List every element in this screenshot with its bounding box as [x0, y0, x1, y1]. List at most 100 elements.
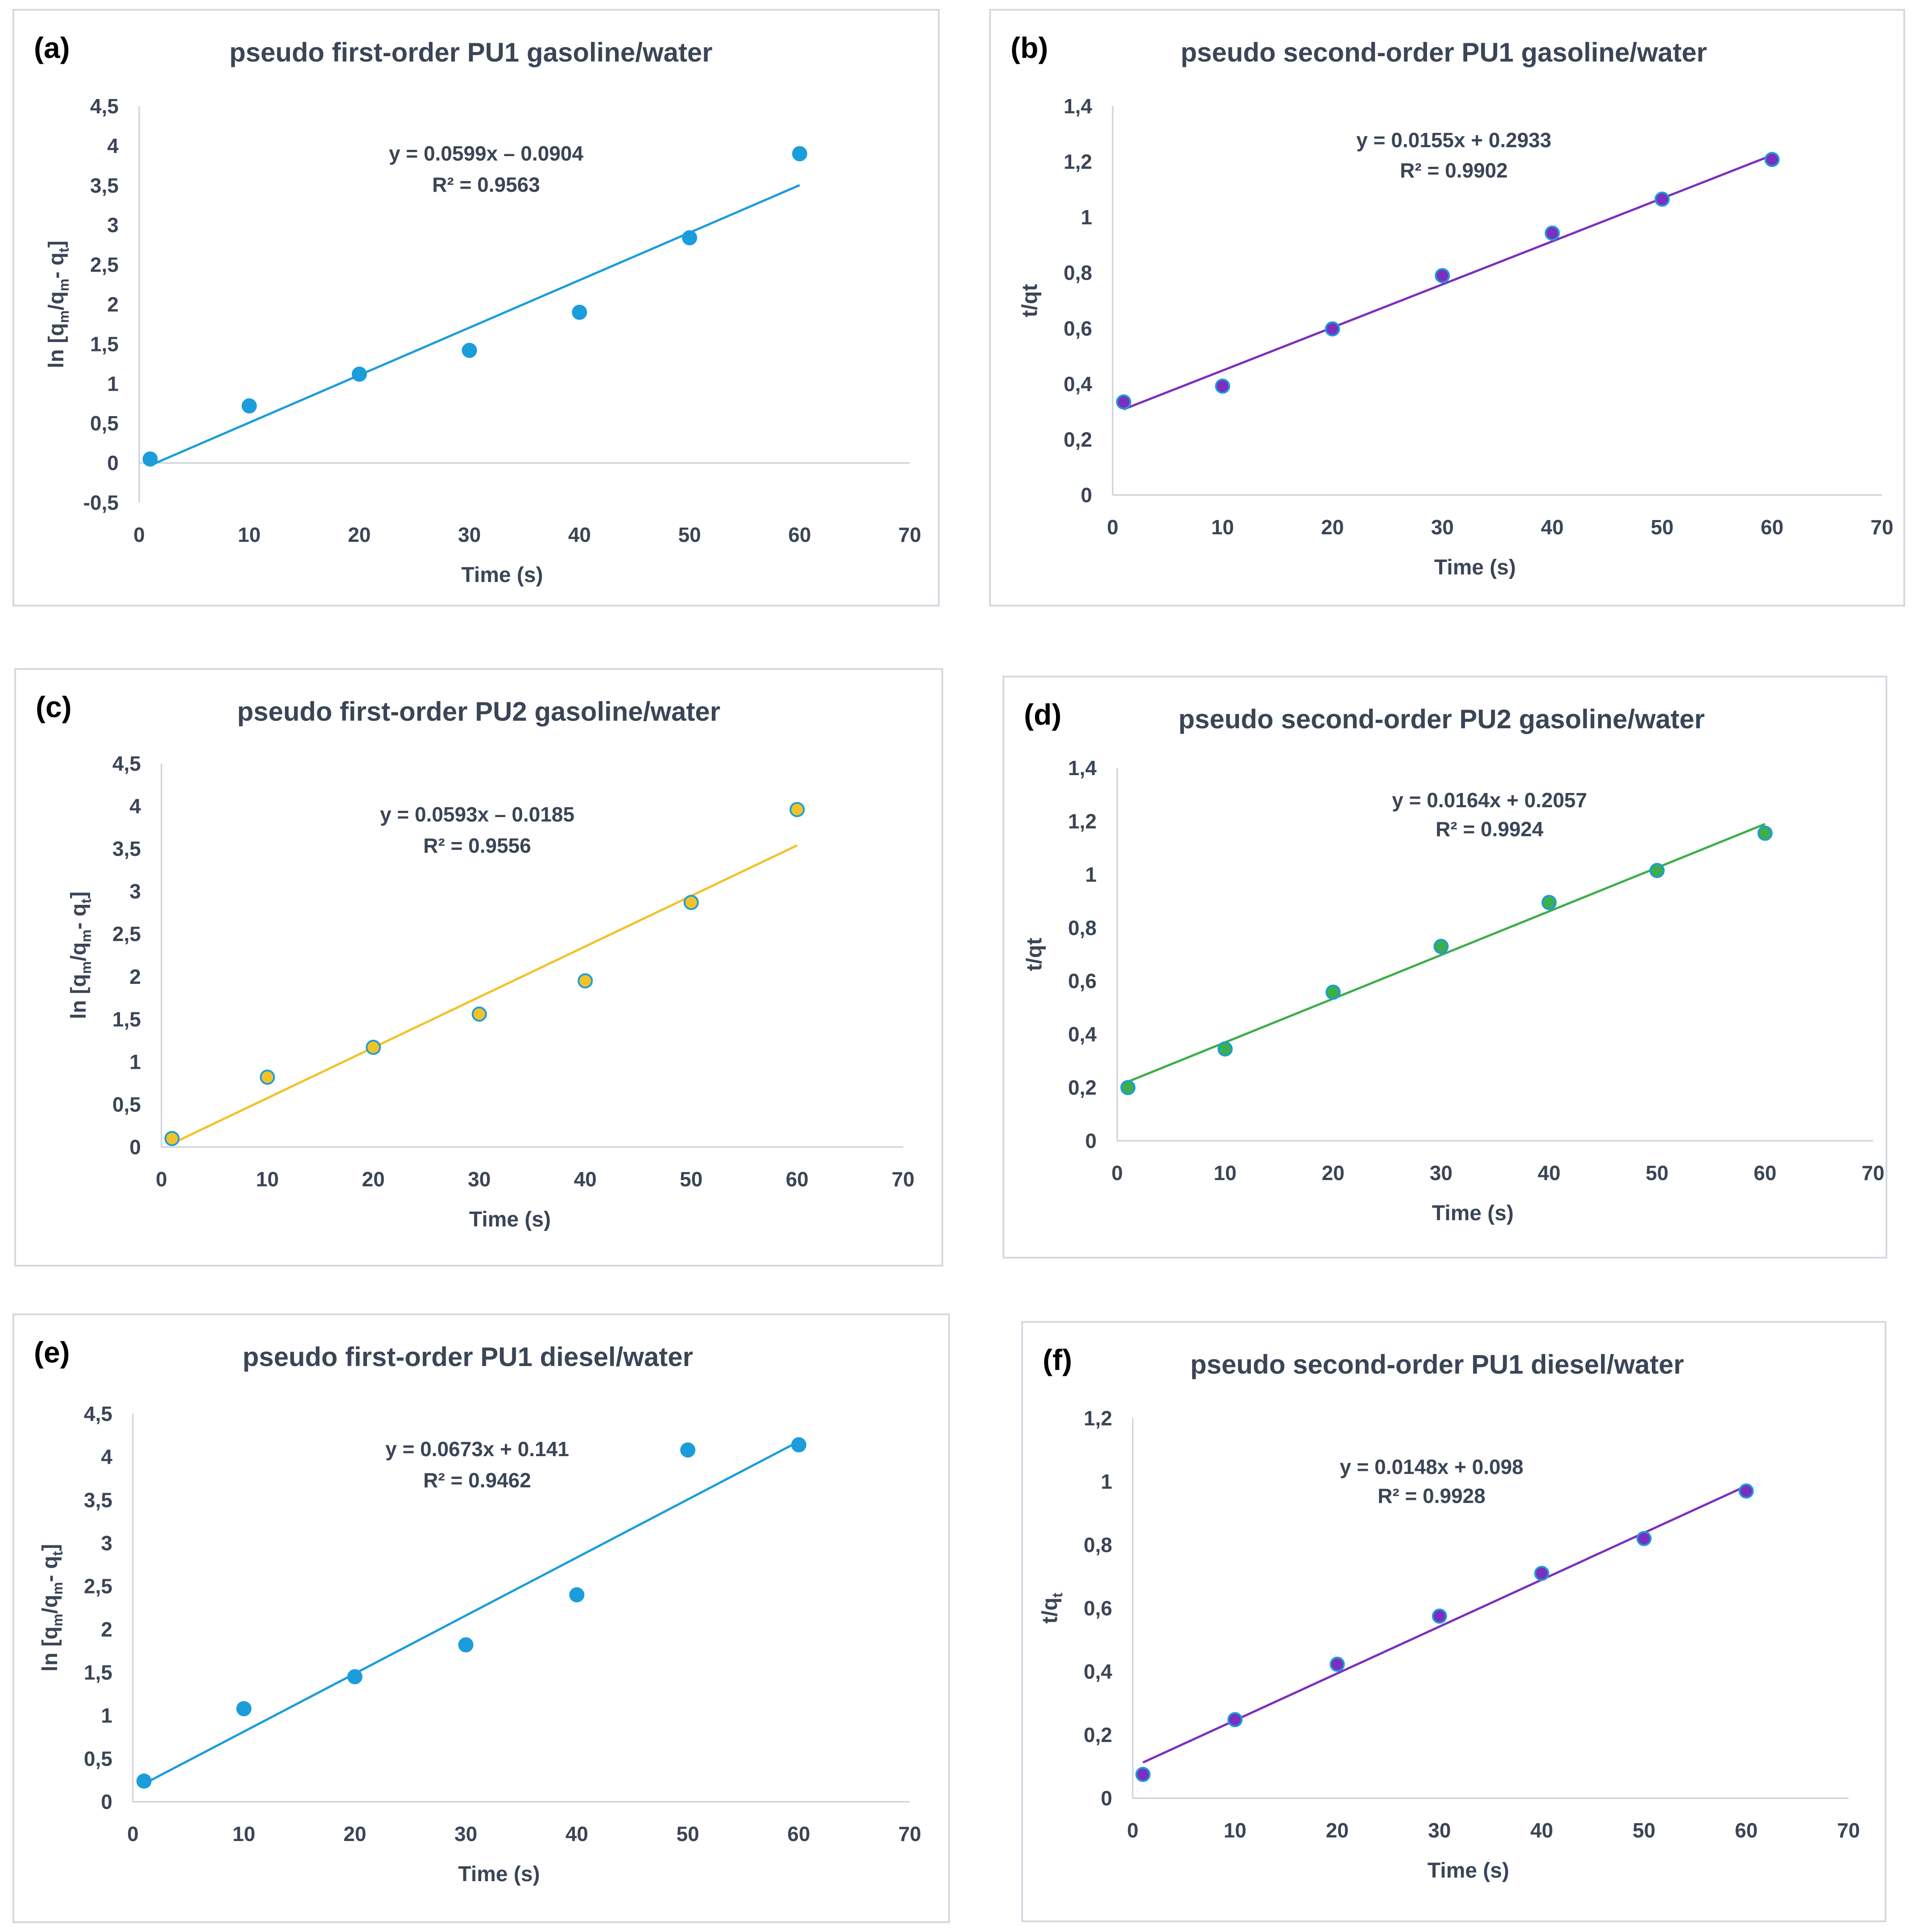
x-tick-label: 10	[1211, 516, 1234, 539]
y-tick-label: 4	[101, 1445, 112, 1469]
y-tick-label: 0	[107, 451, 119, 475]
y-tick-label: 1,2	[1068, 809, 1097, 833]
y-axis-label: t/qt	[1018, 284, 1042, 318]
chart-panel-a: (a) pseudo first-order PU1 gasoline/water…	[12, 9, 940, 607]
x-tick-label: 60	[788, 523, 811, 546]
panel-frame	[12, 9, 940, 607]
panel-frame	[1021, 1321, 1886, 1922]
y-axis-label: t/qt	[1023, 938, 1046, 971]
trendline-equation: y = 0.0148x + 0.098	[1340, 1455, 1523, 1478]
y-tick-label: 1,5	[112, 1007, 141, 1031]
x-tick-label: 20	[1326, 1819, 1349, 1842]
x-tick-label: 10	[232, 1822, 255, 1845]
x-tick-label: 30	[1431, 516, 1454, 539]
x-tick-label: 20	[1321, 516, 1344, 539]
x-tick-label: 70	[1870, 516, 1893, 539]
r-squared-label: R² = 0.9462	[423, 1469, 531, 1492]
y-tick-label: 1,2	[1084, 1407, 1112, 1430]
y-tick-label: 3	[129, 880, 141, 903]
x-axis-label: Time (s)	[458, 1862, 540, 1886]
panel-label: (c)	[36, 690, 72, 723]
chart-title: pseudo first-order PU1 diesel/water	[243, 1342, 693, 1372]
data-point	[1636, 1531, 1652, 1546]
x-tick-label: 70	[891, 1168, 914, 1191]
data-point	[236, 1701, 252, 1717]
data-point	[1325, 984, 1341, 1000]
data-point	[792, 146, 808, 161]
y-tick-label: 0,8	[1064, 261, 1092, 285]
x-tick-label: 20	[1322, 1161, 1345, 1185]
data-point	[462, 343, 477, 358]
y-tick-label: 4,5	[112, 752, 141, 775]
r-squared-label: R² = 0.9928	[1378, 1484, 1485, 1507]
x-tick-label: 50	[678, 523, 701, 546]
x-tick-label: 60	[788, 1822, 810, 1845]
y-tick-label: 1	[1101, 1470, 1112, 1493]
x-axis-label: Time (s)	[469, 1208, 551, 1231]
y-axis-label: ln [qm/qm- qt]	[38, 1544, 66, 1672]
panel-label: (f)	[1043, 1343, 1072, 1376]
x-tick-label: 20	[348, 523, 371, 546]
data-point	[260, 1069, 275, 1085]
x-tick-label: 0	[1107, 516, 1118, 539]
data-point	[1435, 268, 1450, 283]
y-tick-label: 1	[107, 372, 119, 395]
data-point	[241, 398, 257, 414]
x-tick-label: 0	[127, 1822, 139, 1845]
r-squared-label: R² = 0.9924	[1436, 817, 1543, 841]
x-tick-label: 30	[468, 1168, 491, 1191]
y-tick-label: 2,5	[90, 253, 119, 277]
x-tick-label: 50	[1646, 1161, 1668, 1185]
y-tick-label: 1,2	[1064, 150, 1092, 173]
y-tick-label: 0,8	[1068, 916, 1097, 939]
data-point	[569, 1587, 585, 1602]
data-point	[1325, 321, 1340, 337]
panel-label: (e)	[34, 1336, 70, 1369]
data-point	[142, 451, 158, 467]
data-point	[1227, 1712, 1243, 1727]
chart-title: pseudo second-order PU1 diesel/water	[1190, 1350, 1684, 1379]
chart-title: pseudo second-order PU2 gasoline/water	[1178, 704, 1704, 734]
y-tick-label: 3,5	[112, 837, 141, 860]
trendline-equation: y = 0.0673x + 0.141	[385, 1437, 569, 1461]
data-point	[1217, 1041, 1233, 1057]
data-point	[1432, 1608, 1447, 1624]
x-axis-label: Time (s)	[1428, 1859, 1509, 1882]
x-tick-label: 50	[680, 1168, 702, 1191]
data-point	[347, 1669, 363, 1684]
y-tick-label: 0,2	[1084, 1723, 1112, 1746]
data-point	[683, 895, 699, 910]
trendline-equation: y = 0.0164x + 0.2057	[1392, 788, 1587, 812]
y-tick-label: 0	[129, 1135, 141, 1159]
chart-title: pseudo second-order PU1 gasoline/water	[1180, 37, 1707, 67]
data-point	[1120, 1080, 1136, 1095]
y-tick-label: 2	[107, 293, 119, 316]
x-axis-label: Time (s)	[461, 563, 543, 587]
r-squared-label: R² = 0.9563	[432, 173, 540, 196]
y-tick-label: 0	[1085, 1129, 1097, 1152]
y-tick-label: 3	[101, 1532, 112, 1555]
y-tick-label: 2	[101, 1618, 112, 1641]
data-point	[1738, 1483, 1754, 1499]
chart-title: pseudo first-order PU2 gasoline/water	[237, 697, 721, 727]
y-tick-label: -0,5	[83, 491, 119, 514]
chart-title: pseudo first-order PU1 gasoline/water	[229, 37, 713, 67]
x-axis-label: Time (s)	[1432, 1201, 1514, 1225]
y-axis-label: ln [qm/qm- qt]	[45, 240, 72, 368]
x-tick-label: 70	[898, 1822, 921, 1845]
panel-frame	[989, 9, 1905, 607]
chart-panel-b: (b) pseudo second-order PU1 gasoline/wate…	[989, 9, 1905, 607]
y-tick-label: 0	[1081, 483, 1092, 507]
y-tick-label: 0,8	[1084, 1533, 1112, 1556]
data-point	[1215, 378, 1230, 394]
x-tick-label: 10	[1224, 1819, 1246, 1842]
r-squared-label: R² = 0.9556	[423, 834, 531, 857]
x-tick-label: 40	[1538, 1161, 1560, 1185]
chart-panel-e: (e) pseudo first-order PU1 diesel/water00…	[12, 1313, 950, 1923]
data-point	[789, 802, 805, 817]
x-tick-label: 40	[568, 523, 591, 546]
x-tick-label: 40	[1531, 1819, 1553, 1842]
trendline-equation: y = 0.0593x – 0.0185	[380, 803, 574, 826]
x-tick-label: 30	[454, 1822, 477, 1845]
x-tick-label: 30	[458, 523, 481, 546]
